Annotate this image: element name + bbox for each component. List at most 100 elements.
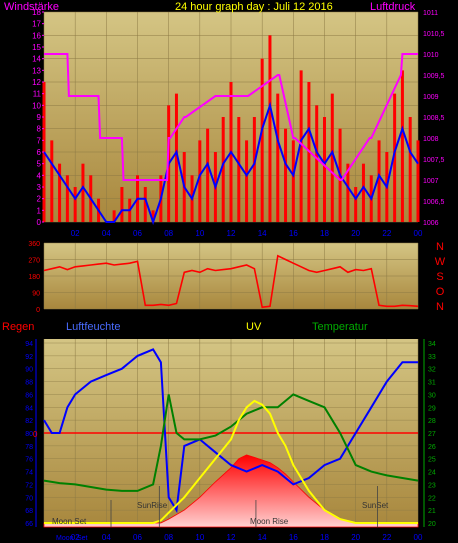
humidity-tick-label: 88: [25, 380, 33, 387]
humidity-tick-label: 82: [25, 418, 33, 425]
compass-label: O: [436, 286, 445, 298]
temperature-tick-label: 28: [428, 418, 436, 425]
pressure-axis-title: Luftdruck: [370, 1, 416, 13]
pressure-tick-label: 1007: [423, 178, 439, 185]
humidity-axis-title: Luftfeuchte: [66, 321, 120, 333]
temperature-axis-title: Temperatur: [312, 321, 368, 333]
wind-tick-label: 9: [37, 113, 42, 122]
x-tick-label: 22: [382, 229, 391, 238]
x-tick-label: 22: [382, 533, 391, 542]
temperature-line: [43, 393, 419, 492]
wind-tick-label: 17: [32, 20, 41, 29]
x-tick-label: 10: [195, 533, 204, 542]
temperature-axis: 20 21 22 23 24 25 26 27 28 29 30 31 32 33 34: [423, 339, 436, 528]
wind-tick-label: 1: [37, 206, 42, 215]
wind-tick-label: 8: [37, 125, 42, 134]
humidity-tick-label: 90: [25, 367, 33, 374]
sun-moon-annotations: Moon Set SunRise Moon Rise SunSet: [52, 486, 389, 527]
wind-tick-label: 14: [32, 55, 41, 64]
temperature-tick-label: 30: [428, 392, 436, 399]
temperature-tick-label: 33: [428, 354, 436, 361]
wind-tick-label: 5: [37, 160, 42, 169]
wind-x-axis: 02 04 06 08 10 12 14 16 18 20 22 00: [71, 229, 423, 238]
wind-tick-label: 4: [37, 171, 42, 180]
wind-tick-label: 16: [32, 31, 41, 40]
pressure-right-axis: 1006 1006,5 1007 1007,5 1008 1008,5 1009 1009,5…: [423, 10, 445, 227]
wind-tick-label: 15: [32, 43, 41, 52]
humidity-tick-label: 78: [25, 444, 33, 451]
pressure-tick-label: 1009: [423, 94, 439, 101]
x-tick-label: Set: [77, 535, 88, 542]
pressure-tick-label: 1007,5: [423, 157, 445, 164]
x-tick-label: Moon: [56, 535, 74, 542]
compass-label: N: [436, 301, 444, 313]
x-tick-label: 08: [164, 533, 173, 542]
pressure-tick-label: 1006,5: [423, 199, 445, 206]
multi-series: [43, 348, 419, 528]
compass-label: S: [436, 271, 443, 283]
humidity-axis: 66 68 70 72 74 76 78 80 82 84 86 88 90 92 94: [25, 339, 37, 528]
chart-title: 24 hour graph day : Juli 12 2016: [175, 1, 333, 13]
wind-direction-line: [43, 254, 419, 309]
wind-tick-label: 0: [37, 218, 42, 227]
temperature-tick-label: 24: [428, 470, 436, 477]
pressure-tick-label: 1009,5: [423, 73, 445, 80]
wind-tick-label: 3: [37, 183, 42, 192]
wind-tick-label: 12: [32, 78, 41, 87]
temperature-tick-label: 29: [428, 405, 436, 412]
direction-grid: [43, 242, 419, 310]
rain-zero-label: 0: [33, 430, 38, 439]
pressure-line: [44, 53, 418, 181]
temperature-tick-label: 21: [428, 508, 436, 515]
annotation-label: SunRise: [137, 501, 168, 510]
humidity-tick-label: 66: [25, 521, 33, 528]
humidity-tick-label: 74: [25, 470, 33, 477]
x-tick-label: 20: [351, 533, 360, 542]
pressure-tick-label: 1008,5: [423, 115, 445, 122]
x-tick-label: 02: [71, 533, 80, 542]
x-tick-label: 00: [414, 229, 423, 238]
direction-tick-label: 0: [36, 307, 40, 314]
annotation-label: Moon Rise: [250, 517, 289, 526]
x-tick-label: 08: [164, 229, 173, 238]
humidity-tick-label: 84: [25, 405, 33, 412]
wind-tick-label: 18: [32, 8, 41, 17]
temperature-tick-label: 27: [428, 431, 436, 438]
annotation-label: SunSet: [362, 501, 389, 510]
pressure-tick-label: 1010: [423, 52, 439, 59]
x-tick-label: 18: [320, 533, 329, 542]
humidity-tick-label: 76: [25, 457, 33, 464]
x-tick-label: 04: [102, 533, 111, 542]
direction-tick-label: 90: [32, 291, 40, 298]
pressure-tick-label: 1011: [423, 10, 438, 17]
wind-average-line: [43, 101, 419, 226]
direction-series: [43, 254, 419, 309]
x-tick-label: 14: [258, 229, 267, 238]
x-tick-label: 00: [414, 533, 423, 542]
x-tick-label: 18: [320, 229, 329, 238]
x-tick-label: 12: [227, 533, 236, 542]
temperature-tick-label: 31: [428, 380, 436, 387]
temperature-tick-label: 26: [428, 444, 436, 451]
humidity-tick-label: 72: [25, 482, 33, 489]
compass-label: N: [436, 241, 444, 253]
wind-tick-label: 2: [37, 195, 42, 204]
direction-tick-label: 360: [28, 241, 40, 248]
humidity-tick-label: 80: [25, 431, 33, 438]
humidity-tick-label: 70: [25, 495, 33, 502]
humidity-tick-label: 68: [25, 508, 33, 515]
compass-label: W: [435, 256, 446, 268]
x-tick-label: 14: [258, 533, 267, 542]
x-tick-label: 02: [71, 229, 80, 238]
temperature-tick-label: 23: [428, 482, 436, 489]
wind-tick-label: 6: [37, 148, 42, 157]
uv-line: [44, 399, 418, 524]
temperature-tick-label: 32: [428, 367, 436, 374]
pressure-tick-label: 1006: [423, 220, 439, 227]
annotation-label: Moon Set: [52, 517, 87, 526]
x-tick-label: 12: [227, 229, 236, 238]
temperature-tick-label: 34: [428, 341, 436, 348]
